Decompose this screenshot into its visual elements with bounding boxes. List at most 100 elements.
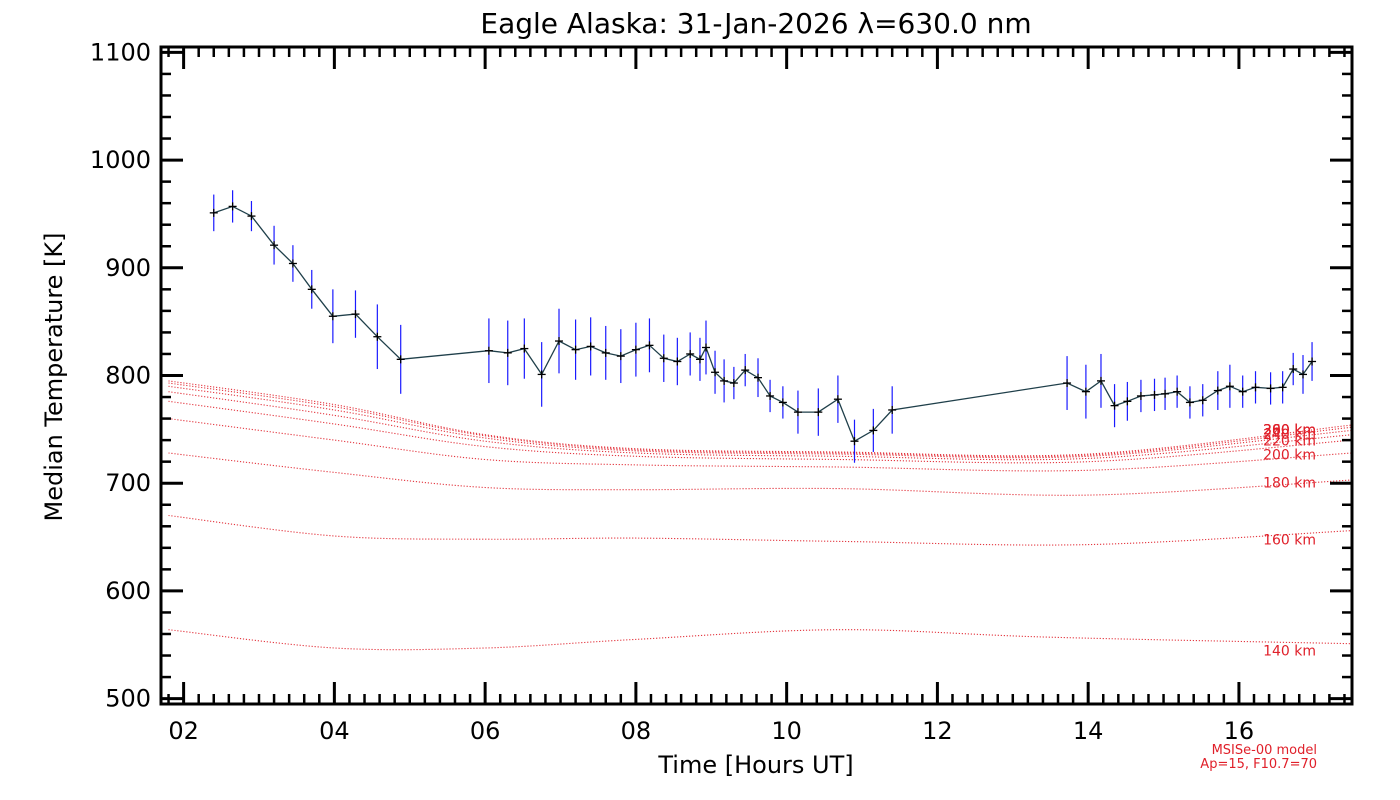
data-point <box>247 212 256 221</box>
data-point <box>571 345 580 354</box>
data-point <box>1289 365 1298 374</box>
data-point <box>1110 401 1119 410</box>
data-point <box>1185 398 1194 407</box>
y-tick-label: 500 <box>105 685 151 713</box>
data-point <box>503 348 512 357</box>
data-point <box>720 376 729 385</box>
model-label-280-km: 280 km <box>1263 423 1316 439</box>
x-tick-label: 04 <box>319 717 350 745</box>
data-point <box>307 285 316 294</box>
data-point <box>209 208 218 217</box>
data-point <box>645 341 654 350</box>
data-point <box>601 348 610 357</box>
x-tick-label: 14 <box>1073 717 1104 745</box>
x-axis-label: Time [Hours UT] <box>657 751 853 779</box>
x-tick-label: 02 <box>168 717 199 745</box>
x-tick-label: 16 <box>1224 717 1255 745</box>
data-point <box>288 259 297 268</box>
model-curve-240-km <box>168 391 1352 461</box>
model-label-200-km: 200 km <box>1263 448 1316 464</box>
data-point <box>351 310 360 319</box>
x-tick-label: 06 <box>470 717 501 745</box>
model-label-300-km: 300 km <box>1263 423 1316 439</box>
data-point <box>1150 390 1159 399</box>
data-point <box>1278 383 1287 392</box>
model-curves <box>168 380 1352 651</box>
model-curve-140-km <box>168 629 1352 651</box>
model-curve-300-km <box>168 380 1352 457</box>
model-curve-180-km <box>168 452 1352 496</box>
model-label-180-km: 180 km <box>1263 476 1316 492</box>
y-tick-label: 1100 <box>90 38 151 66</box>
data-point <box>228 202 237 211</box>
chart-title: Eagle Alaska: 31-Jan-2026 λ=630.0 nm <box>480 7 1031 40</box>
data-point <box>833 395 842 404</box>
model-label-260-km: 260 km <box>1263 423 1316 439</box>
model-label-220-km: 220 km <box>1263 434 1316 450</box>
data-point <box>555 337 564 346</box>
data-point <box>270 241 279 250</box>
data-point <box>1266 384 1275 393</box>
data-point <box>1081 387 1090 396</box>
y-tick-label: 900 <box>105 254 151 282</box>
y-tick-label: 800 <box>105 362 151 390</box>
data-point <box>1096 376 1105 385</box>
data-point <box>1173 387 1182 396</box>
data-point <box>869 426 878 435</box>
data-point <box>814 408 823 417</box>
model-note-line-2: Ap=15, F10.7=70 <box>1200 757 1317 772</box>
data-point <box>586 342 595 351</box>
data-point <box>701 343 710 352</box>
y-tick-label: 1000 <box>90 146 151 174</box>
data-point <box>673 357 682 366</box>
data-point <box>850 437 859 446</box>
data-point <box>373 332 382 341</box>
model-curve-200-km <box>168 418 1352 472</box>
data-point <box>686 349 695 358</box>
data-point <box>1063 379 1072 388</box>
model-label-160-km: 160 km <box>1263 533 1316 549</box>
data-point <box>396 355 405 364</box>
data-point <box>778 398 787 407</box>
y-axis-label: Median Temperature [K] <box>40 232 68 521</box>
data-point <box>1198 396 1207 405</box>
data-point <box>711 368 720 377</box>
x-tick-label: 12 <box>922 717 953 745</box>
data-point <box>1308 357 1317 366</box>
data-point <box>1213 386 1222 395</box>
model-curve-220-km <box>168 400 1352 464</box>
data-point <box>1225 382 1234 391</box>
data-point <box>741 366 750 375</box>
data-point <box>754 373 763 382</box>
model-label-240-km: 240 km <box>1263 427 1316 443</box>
data-point <box>1238 387 1247 396</box>
model-label-140-km: 140 km <box>1263 644 1316 660</box>
data-point <box>729 379 738 388</box>
plot-frame <box>159 45 1354 706</box>
data-point <box>1251 383 1260 392</box>
measured-series <box>209 190 1317 463</box>
data-point <box>659 354 668 363</box>
data-point <box>484 346 493 355</box>
data-point <box>1136 391 1145 400</box>
x-tick-label: 10 <box>771 717 802 745</box>
y-tick-label: 600 <box>105 577 151 605</box>
model-note-line-1: MSISe-00 model <box>1212 743 1317 758</box>
data-point <box>695 355 704 364</box>
data-point <box>888 405 897 414</box>
data-point <box>1123 397 1132 406</box>
x-tick-label: 08 <box>621 717 652 745</box>
measured-line <box>213 205 1313 443</box>
data-point <box>616 352 625 361</box>
data-point <box>1299 370 1308 379</box>
data-point <box>766 391 775 400</box>
data-point <box>520 344 529 353</box>
data-point <box>631 345 640 354</box>
model-curve-280-km <box>168 382 1352 458</box>
y-tick-label: 700 <box>105 469 151 497</box>
axes: 500 600 700 800 900 1000 1100 02 04 06 08 10 12 14 16 <box>90 38 1354 745</box>
data-point <box>537 370 546 379</box>
model-curve-160-km <box>168 514 1352 546</box>
data-point <box>328 312 337 321</box>
